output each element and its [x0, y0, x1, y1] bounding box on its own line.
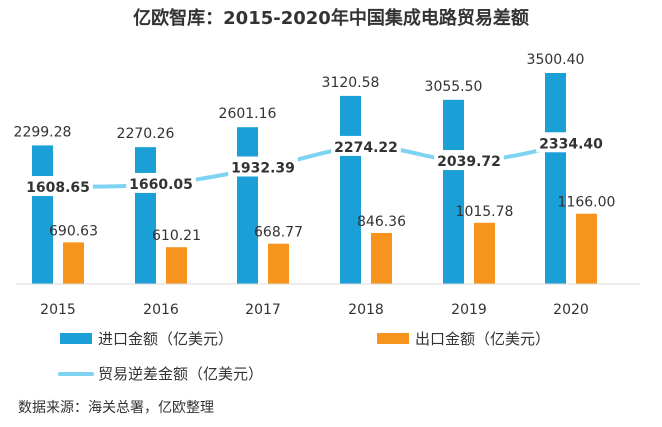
deficit-label-bg-2015: [23, 176, 93, 197]
export-value-label-2019: 1015.78: [456, 204, 514, 220]
export-bar-2019: [474, 222, 495, 284]
deficit-labels-group: 1608.65 1660.05 1932.39 2274.22 2039.72 2334.…: [23, 132, 606, 197]
x-tick-label-2020: 2020: [553, 302, 589, 318]
export-value-label-2016: 610.21: [152, 228, 201, 244]
export-bar-2017: [268, 243, 289, 284]
x-tick-labels-group: 2015 2016 2017 2018 2019 2020: [40, 302, 589, 318]
deficit-value-label-2018: 2274.22: [334, 140, 398, 156]
import-bar-2015: [32, 145, 53, 284]
export-bars-group: [63, 213, 597, 284]
import-bar-2019: [443, 99, 464, 284]
import-value-label-2019: 3055.50: [425, 79, 483, 95]
export-value-label-2015: 690.63: [49, 223, 98, 239]
import-labels-group: 2299.28 2270.26 2601.16 3120.58 3055.50 3500.…: [14, 52, 585, 142]
import-value-label-2016: 2270.26: [117, 126, 175, 142]
import-value-label-2020: 3500.40: [527, 52, 585, 68]
import-bar-2018: [340, 95, 361, 284]
x-tick-label-2018: 2018: [348, 302, 384, 318]
import-value-label-2017: 2601.16: [219, 106, 277, 122]
deficit-label-bg-2019: [434, 150, 504, 171]
import-bar-2017: [237, 127, 258, 284]
legend-swatch-export: [377, 333, 409, 344]
legend-label-import: 进口金额（亿美元）: [98, 330, 233, 348]
deficit-value-label-2017: 1932.39: [231, 161, 295, 177]
export-value-label-2017: 668.77: [254, 225, 303, 241]
deficit-label-bg-2017: [228, 156, 298, 177]
chart-title: 亿欧智库：2015-2020年中国集成电路贸易差额: [133, 7, 529, 29]
legend-swatch-import: [60, 333, 92, 344]
export-value-label-2018: 846.36: [357, 214, 406, 230]
export-value-label-2020: 1166.00: [558, 195, 616, 211]
legend-label-export: 出口金额（亿美元）: [415, 330, 550, 348]
import-bar-2016: [135, 147, 156, 284]
deficit-label-bg-2020: [536, 132, 606, 153]
deficit-value-label-2019: 2039.72: [437, 154, 501, 170]
export-bar-2020: [576, 213, 597, 284]
deficit-value-label-2020: 2334.40: [539, 136, 603, 152]
export-bar-2018: [371, 232, 392, 284]
export-bar-2016: [166, 247, 187, 284]
legend-label-deficit: 贸易逆差金额（亿美元）: [98, 365, 263, 383]
source-note: 数据来源：海关总署，亿欧整理: [18, 400, 214, 416]
deficit-label-bg-2018: [331, 135, 401, 156]
x-tick-label-2017: 2017: [245, 302, 281, 318]
import-value-label-2015: 2299.28: [14, 124, 72, 140]
export-labels-group: 690.63 610.21 668.77 846.36 1015.78 1166.00: [49, 195, 615, 245]
import-value-label-2018: 3120.58: [322, 75, 380, 91]
deficit-value-label-2016: 1660.05: [129, 177, 193, 193]
deficit-label-bg-2016: [126, 172, 196, 193]
import-bar-2020: [545, 73, 566, 284]
deficit-value-label-2015: 1608.65: [26, 180, 90, 196]
x-tick-label-2015: 2015: [40, 302, 76, 318]
x-tick-label-2016: 2016: [143, 302, 179, 318]
x-tick-label-2019: 2019: [451, 302, 487, 318]
export-bar-2015: [63, 242, 84, 284]
